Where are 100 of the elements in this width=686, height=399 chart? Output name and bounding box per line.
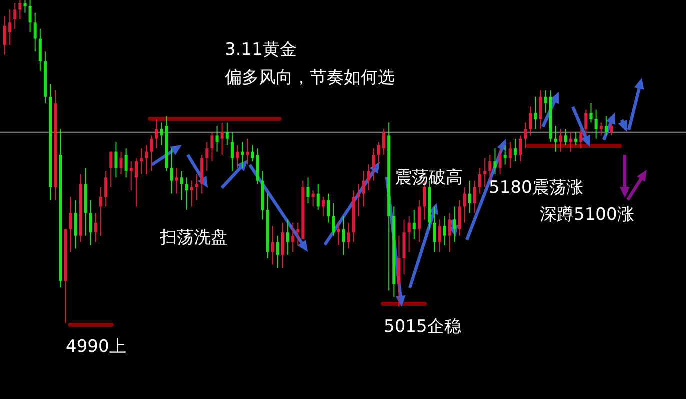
- candlestick: [544, 90, 548, 114]
- candlestick: [120, 151, 123, 175]
- candlestick: [508, 142, 512, 168]
- subtitle: 偏多风向，节奏如何选: [225, 68, 395, 88]
- candlestick: [484, 158, 487, 188]
- candlestick: [408, 216, 411, 252]
- candlestick: [114, 142, 118, 178]
- candlestick: [554, 125, 558, 152]
- candlestick: [124, 148, 128, 178]
- candlestick: [312, 190, 315, 208]
- candlestick: [594, 109, 598, 140]
- candlestick: [296, 222, 300, 246]
- candlestick: [180, 170, 184, 201]
- candlestick: [38, 28, 42, 72]
- candlestick: [18, 0, 22, 20]
- candlestick: [570, 132, 573, 152]
- candlestick: [170, 148, 174, 194]
- candlestick: [337, 222, 340, 246]
- candlestick: [488, 154, 492, 182]
- candlestick: [140, 148, 143, 175]
- annotation: 4990上: [66, 337, 126, 357]
- candlestick: [372, 148, 376, 182]
- candlestick: [276, 235, 280, 269]
- candlestick: [150, 135, 154, 172]
- annotation: 深蹲5100涨: [540, 205, 634, 225]
- candlestick: [236, 144, 240, 168]
- candlestick: [478, 167, 482, 194]
- candlestick: [196, 174, 199, 201]
- candlestick: [412, 209, 416, 240]
- candlestick: [347, 222, 350, 250]
- candlestick: [286, 219, 290, 256]
- candlestick: [281, 222, 284, 269]
- candlestick: [8, 9, 12, 46]
- candlestick: [94, 212, 98, 243]
- candlestick: [564, 128, 568, 146]
- candlestick: [377, 142, 381, 166]
- candlestick: [584, 109, 588, 136]
- candlestick: [28, 0, 32, 33]
- candlestick: [468, 180, 472, 214]
- candlestick: [357, 184, 360, 217]
- candlestick: [89, 200, 92, 246]
- candlestick: [559, 128, 562, 152]
- candlestick: [494, 148, 497, 175]
- candlestick: [418, 200, 421, 243]
- candlestick: [230, 132, 234, 172]
- candlestick: [4, 16, 7, 56]
- candlestick: [190, 180, 194, 208]
- annotation: 扫荡洗盘: [160, 228, 228, 248]
- candlestick: [438, 219, 442, 252]
- candlestick: [100, 186, 103, 236]
- candlestick: [241, 142, 244, 168]
- candlestick: [610, 122, 613, 136]
- annotation: 5180震荡涨: [489, 178, 584, 198]
- candlestick: [130, 161, 133, 192]
- candlestick: [220, 122, 224, 156]
- candlestick: [210, 132, 214, 162]
- candlestick: [24, 0, 27, 14]
- candlestick: [292, 222, 295, 252]
- candlestick: [175, 167, 178, 194]
- candlestick: [362, 170, 366, 208]
- candlestick: [251, 144, 254, 162]
- candlestick: [104, 170, 108, 208]
- candlestick: [271, 226, 274, 266]
- candlestick: [574, 132, 578, 146]
- candlestick: [604, 116, 608, 136]
- candlestick: [14, 2, 17, 30]
- candlestick: [498, 148, 502, 175]
- candlestick: [474, 180, 477, 214]
- candlestick: [367, 164, 370, 192]
- candlestick: [69, 196, 72, 252]
- candlestick: [463, 186, 466, 224]
- candlestick: [342, 216, 346, 256]
- candlestick: [185, 177, 188, 210]
- annotation: 5015企稳: [384, 317, 462, 337]
- candlestick: [590, 102, 593, 124]
- candlestick: [600, 122, 603, 136]
- candlestick: [458, 200, 462, 236]
- candlestick: [382, 128, 386, 156]
- candlestick: [433, 206, 436, 252]
- candlestick: [453, 206, 456, 243]
- candlestick: [529, 106, 532, 136]
- candlestick: [246, 138, 250, 166]
- candlestick: [326, 193, 330, 224]
- candlestick: [534, 96, 538, 130]
- candlestick: [322, 196, 325, 217]
- candlestick: [580, 128, 583, 150]
- candlestick: [332, 202, 336, 236]
- candlestick: [134, 158, 138, 208]
- candlestick: [504, 144, 507, 166]
- candlestick: [34, 12, 37, 52]
- candlestick: [216, 125, 219, 152]
- annotation: 震荡破高: [395, 168, 463, 188]
- candlestick: [514, 138, 517, 162]
- candlestick: [539, 90, 542, 130]
- candlestick: [316, 184, 320, 210]
- candlestick: [145, 144, 148, 175]
- candlestick: [518, 135, 522, 162]
- candlestick: [226, 122, 229, 146]
- candlestick: [74, 200, 78, 250]
- candlestick: [160, 122, 164, 146]
